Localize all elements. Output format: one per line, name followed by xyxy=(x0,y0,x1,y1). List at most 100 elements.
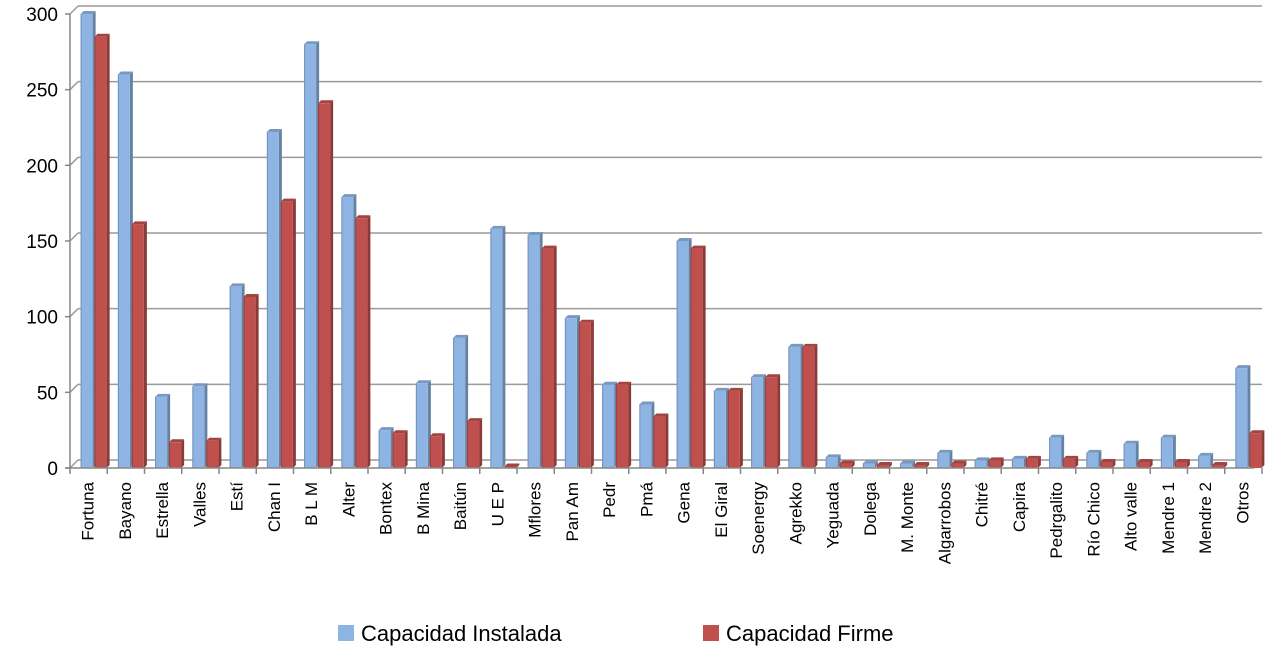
floor-depth-left xyxy=(69,459,79,469)
x-category-label: Bontex xyxy=(377,482,396,535)
bar-instalada xyxy=(788,343,804,468)
bar-instalada xyxy=(229,283,245,468)
bar-instalada xyxy=(900,460,916,468)
bar-firme xyxy=(1174,458,1190,468)
x-category-label: Valles xyxy=(190,482,209,527)
y-tick-label: 150 xyxy=(26,232,58,253)
bar-firme xyxy=(131,221,147,468)
y-axis: 0 50 100 150 200 250 300 xyxy=(26,5,71,480)
x-category-label: Capira xyxy=(1010,481,1029,532)
y-tick-label: 50 xyxy=(37,383,58,404)
bar-instalada xyxy=(453,334,469,468)
bar-instalada xyxy=(1086,449,1102,468)
bar-firme xyxy=(318,100,334,468)
x-category-label: Río Chico xyxy=(1084,482,1103,557)
bar-firme xyxy=(243,293,259,468)
x-category-label: Mendre 1 xyxy=(1159,482,1178,554)
y-tick-label: 300 xyxy=(26,5,58,26)
x-category-label: Pedr xyxy=(600,482,619,518)
bar-instalada xyxy=(1123,440,1139,468)
gridline-depth xyxy=(69,383,79,393)
bar-instalada xyxy=(676,238,692,468)
x-category-label: Chitré xyxy=(973,482,992,527)
x-category-label: Algarrobos xyxy=(935,482,954,564)
bar-firme xyxy=(765,374,781,468)
bar-instalada xyxy=(713,387,729,468)
bar-instalada xyxy=(304,41,320,469)
bar-instalada xyxy=(602,381,618,468)
bar-firme xyxy=(1137,458,1153,468)
gridline-depth xyxy=(69,81,79,91)
bar-firme xyxy=(504,463,520,468)
x-category-label: Pedrgalito xyxy=(1047,482,1066,559)
bar-firme xyxy=(802,343,818,468)
x-category-label: B L M xyxy=(302,482,321,526)
y-tick-label: 200 xyxy=(26,156,58,177)
bar-instalada xyxy=(527,231,543,468)
bar-instalada xyxy=(1235,365,1251,468)
x-category-label: Pmá xyxy=(637,481,656,517)
bar-instalada xyxy=(974,457,990,468)
x-category-label: Bayano xyxy=(116,482,135,540)
bar-instalada xyxy=(1198,452,1214,468)
bar-firme xyxy=(727,387,743,468)
bar-instalada xyxy=(564,315,580,468)
x-category-label: Estí xyxy=(228,482,247,512)
y-tick-label: 0 xyxy=(47,459,58,480)
bar-instalada xyxy=(155,393,171,468)
bar-instalada xyxy=(825,454,841,468)
bar-firme xyxy=(1212,461,1228,468)
bar-instalada xyxy=(1049,434,1065,468)
bar-instalada xyxy=(266,129,282,469)
bar-firme xyxy=(1063,455,1079,468)
bar-firme xyxy=(280,198,296,469)
bar-instalada xyxy=(80,11,96,468)
x-category-label: Mendre 2 xyxy=(1196,482,1215,554)
x-axis: Fortuna Bayano Estrella Valles Estí Chan I B L… xyxy=(65,467,1263,564)
legend: Capacidad Instalada Capacidad Firme xyxy=(338,621,894,646)
bar-firme xyxy=(653,413,669,468)
bar-firme xyxy=(206,437,222,468)
bar-instalada xyxy=(937,449,953,468)
legend-swatch-firme xyxy=(703,625,719,641)
legend-label-instalada: Capacidad Instalada xyxy=(361,621,562,646)
x-category-label: Alto valle xyxy=(1122,482,1141,551)
x-category-label: Agrekko xyxy=(786,482,805,544)
bar-instalada xyxy=(751,374,767,468)
bar-instalada xyxy=(1011,455,1027,468)
legend-label-firme: Capacidad Firme xyxy=(726,621,894,646)
bar-firme xyxy=(951,460,967,468)
gridline-depth xyxy=(69,308,79,318)
bar-instalada xyxy=(378,427,394,468)
x-category-label: Chan I xyxy=(265,482,284,532)
y-tick-label: 250 xyxy=(26,81,58,102)
bar-firme xyxy=(541,245,557,468)
bar-firme xyxy=(690,245,706,468)
x-category-label: Fortuna xyxy=(79,481,98,540)
bar-firme xyxy=(1249,430,1265,468)
y-tick-label: 100 xyxy=(26,308,58,329)
x-category-label: Baitún xyxy=(451,482,470,530)
bar-instalada xyxy=(117,71,133,469)
bar-firme xyxy=(578,319,594,468)
x-category-label: B Mina xyxy=(414,481,433,534)
bar-instalada xyxy=(1160,434,1176,468)
x-category-label: Gena xyxy=(675,481,694,523)
x-category-label: U E P xyxy=(488,482,507,526)
x-category-label: Alter xyxy=(339,482,358,517)
x-category-label: Pan Am xyxy=(563,482,582,542)
x-category-label: Soenergy xyxy=(749,482,768,555)
bar-firme xyxy=(839,460,855,468)
x-category-label: El Giral xyxy=(712,482,731,538)
bar-firme xyxy=(616,381,632,468)
x-category-label: Otros xyxy=(1233,482,1252,524)
x-category-label: Dolega xyxy=(861,481,880,535)
bar-instalada xyxy=(341,194,357,468)
bar-instalada xyxy=(639,401,655,468)
x-category-label: Mflores xyxy=(526,482,545,538)
bar-firme xyxy=(876,461,892,468)
bar-firme xyxy=(467,418,483,468)
bar-firme xyxy=(1025,455,1041,468)
bar-firme xyxy=(94,33,110,468)
